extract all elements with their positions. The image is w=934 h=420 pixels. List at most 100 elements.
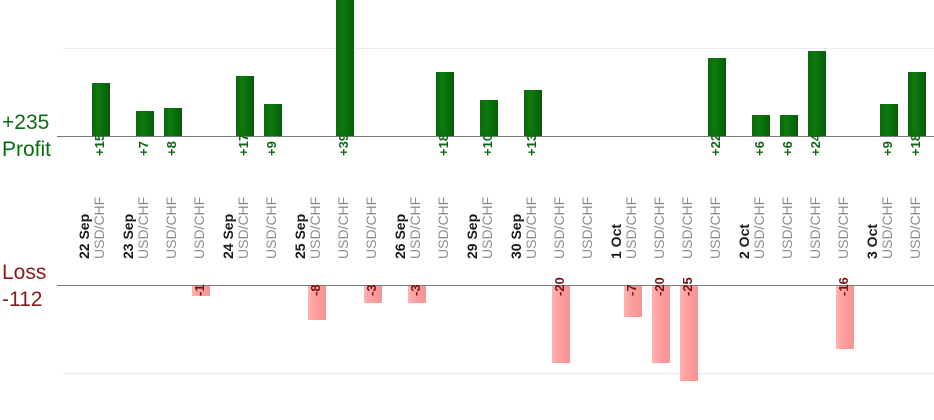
profit-bar[interactable] [336, 0, 354, 136]
loss-bar[interactable] [552, 286, 570, 363]
loss-total-value: -112 [2, 288, 43, 311]
profit-bar[interactable] [908, 72, 926, 136]
loss-axis-label: Loss [2, 261, 47, 284]
profit-bar[interactable] [808, 51, 826, 136]
profit-axis-line [57, 136, 934, 137]
instrument-label: USD/CHF [835, 196, 851, 259]
loss-bar[interactable] [308, 286, 326, 320]
bar-value-label: -20 [552, 277, 567, 296]
bar-column[interactable]: +8 USD/CHF [163, 0, 182, 420]
instrument-label: USD/CHF [879, 196, 895, 259]
bar-column[interactable]: +7 USD/CHF [135, 0, 154, 420]
loss-bar[interactable] [680, 286, 698, 381]
group-date-label: 23 Sep [120, 213, 136, 259]
bar-column[interactable]: +39 USD/CHF [335, 0, 354, 420]
loss-axis-line [57, 285, 934, 286]
profit-axis-label: Profit [2, 138, 52, 161]
instrument-label: USD/CHF [579, 196, 595, 259]
instrument-label: USD/CHF [751, 196, 767, 259]
bar-column[interactable]: -3 USD/CHF [407, 0, 426, 420]
bar-column[interactable]: +9 USD/CHF [879, 0, 898, 420]
instrument-label: USD/CHF [523, 196, 539, 259]
instrument-label: USD/CHF [335, 196, 351, 259]
bar-column[interactable]: +18 USD/CHF [907, 0, 926, 420]
group-date-label: 1 Oct [608, 223, 624, 259]
bar-value-label: -7 [624, 284, 639, 296]
bar-column[interactable]: -20 USD/CHF [651, 0, 670, 420]
instrument-label: USD/CHF [135, 196, 151, 259]
bar-column[interactable]: USD/CHF [579, 0, 598, 420]
bar-column[interactable]: -25 USD/CHF [679, 0, 698, 420]
bar-column[interactable]: -16 USD/CHF [835, 0, 854, 420]
bar-value-label: +15 [92, 133, 107, 156]
bar-column[interactable]: +6 USD/CHF [751, 0, 770, 420]
bar-column[interactable]: -20 USD/CHF [551, 0, 570, 420]
bar-value-label: +13 [524, 133, 539, 156]
instrument-label: USD/CHF [191, 196, 207, 259]
group-date-label: 30 Sep [508, 213, 524, 259]
bar-column[interactable]: -8 USD/CHF [307, 0, 326, 420]
profit-bar[interactable] [880, 104, 898, 136]
bar-column[interactable]: -3 USD/CHF [363, 0, 382, 420]
loss-bar[interactable] [364, 286, 382, 303]
bar-column[interactable]: +10 USD/CHF [479, 0, 498, 420]
group-date-label: 3 Oct [864, 223, 880, 259]
bar-value-label: +24 [808, 133, 823, 156]
loss-bar[interactable] [192, 286, 210, 296]
instrument-label: USD/CHF [779, 196, 795, 259]
loss-bar[interactable] [652, 286, 670, 363]
bar-value-label: +8 [164, 141, 179, 156]
bar-column[interactable]: +24 USD/CHF [807, 0, 826, 420]
instrument-label: USD/CHF [807, 196, 823, 259]
instrument-label: USD/CHF [651, 196, 667, 259]
instrument-label: USD/CHF [623, 196, 639, 259]
bar-value-label: +6 [752, 141, 767, 156]
bar-column[interactable]: +13 USD/CHF [523, 0, 542, 420]
bar-column[interactable]: +6 USD/CHF [779, 0, 798, 420]
bar-value-label: -1 [192, 284, 207, 296]
bar-value-label: +6 [780, 141, 795, 156]
loss-bar[interactable] [408, 286, 426, 303]
bar-value-label: +22 [708, 133, 723, 156]
gridline-lower [63, 373, 934, 374]
bar-column[interactable]: +22 USD/CHF [707, 0, 726, 420]
bar-value-label: -8 [308, 284, 323, 296]
bar-column[interactable]: +15 USD/CHF [91, 0, 110, 420]
instrument-label: USD/CHF [907, 196, 923, 259]
bar-value-label: -20 [652, 277, 667, 296]
loss-bar[interactable] [836, 286, 854, 349]
instrument-label: USD/CHF [307, 196, 323, 259]
bar-value-label: +18 [436, 133, 451, 156]
profit-bar[interactable] [136, 111, 154, 136]
group-date-label: 26 Sep [392, 213, 408, 259]
instrument-label: USD/CHF [263, 196, 279, 259]
loss-bar[interactable] [624, 286, 642, 317]
bar-column[interactable]: -1 USD/CHF [191, 0, 210, 420]
instrument-label: USD/CHF [363, 196, 379, 259]
instrument-label: USD/CHF [707, 196, 723, 259]
profit-bar[interactable] [780, 115, 798, 136]
profit-bar[interactable] [92, 83, 110, 136]
profit-total-value: +235 [2, 111, 50, 134]
profit-bar[interactable] [436, 72, 454, 136]
bar-column[interactable]: +17 USD/CHF [235, 0, 254, 420]
instrument-label: USD/CHF [435, 196, 451, 259]
bar-column[interactable]: -7 USD/CHF [623, 0, 642, 420]
profit-bar[interactable] [164, 108, 182, 136]
profit-bar[interactable] [708, 58, 726, 136]
profit-bar[interactable] [524, 90, 542, 136]
profit-bar[interactable] [752, 115, 770, 136]
bar-column[interactable]: +9 USD/CHF [263, 0, 282, 420]
instrument-label: USD/CHF [407, 196, 423, 259]
profit-bar[interactable] [480, 100, 498, 136]
profit-bar[interactable] [264, 104, 282, 136]
bar-value-label: +9 [880, 141, 895, 156]
bar-column[interactable]: +18 USD/CHF [435, 0, 454, 420]
profit-bar[interactable] [236, 76, 254, 136]
gridline-upper [63, 48, 934, 49]
bar-value-label: -3 [408, 284, 423, 296]
bar-value-label: +39 [336, 133, 351, 156]
instrument-label: USD/CHF [163, 196, 179, 259]
group-date-label: 29 Sep [464, 213, 480, 259]
